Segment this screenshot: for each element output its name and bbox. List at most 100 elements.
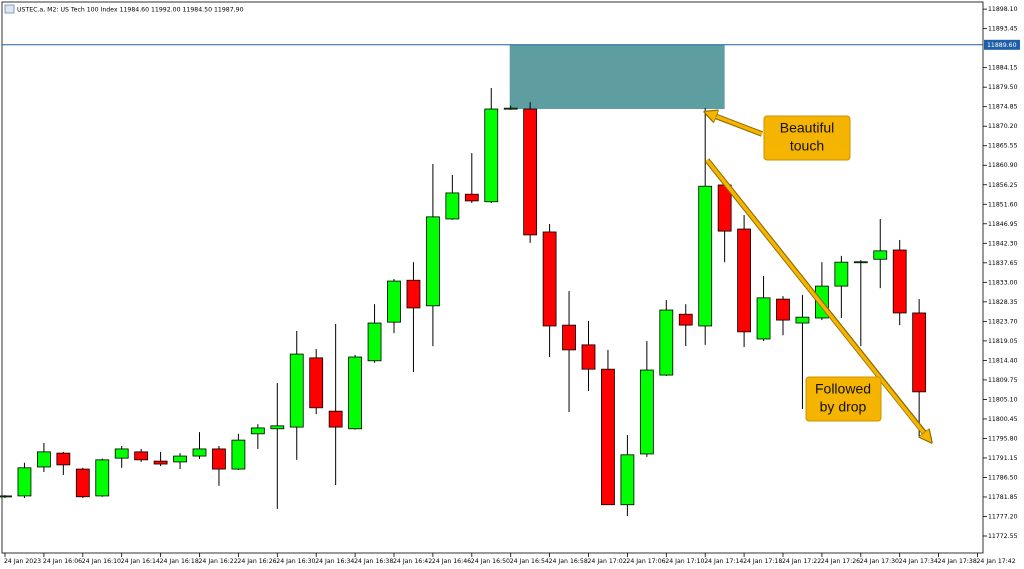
zone <box>509 44 725 110</box>
y-tick-label: 11833.00 <box>988 279 1018 286</box>
symbol-icon <box>4 4 15 14</box>
x-tick-label: 24 Jan 17:22 <box>782 558 821 565</box>
y-tick-label: 11860.90 <box>988 162 1018 169</box>
x-tick-label: 24 Jan 16:10 <box>82 558 121 565</box>
annotation-text: Beautiful <box>780 120 834 136</box>
candle-body <box>270 425 285 430</box>
y-tick-label: 11842.30 <box>988 240 1018 247</box>
candle-body <box>153 460 168 465</box>
x-tick-label: 24 Jan 16:30 <box>276 558 315 565</box>
zone-layer <box>509 44 725 110</box>
candle-body <box>737 228 751 333</box>
candle-body <box>620 454 635 506</box>
annotation-text: Followed <box>815 381 871 397</box>
candle-body <box>406 279 421 309</box>
x-tick-label: 24 Jan 17:10 <box>665 558 704 565</box>
candle-body <box>892 249 907 314</box>
x-tick-label: 24 Jan 17:34 <box>899 558 938 565</box>
candle-body <box>37 451 51 468</box>
candle-body <box>173 455 187 463</box>
x-tick-label: 24 Jan 16:06 <box>43 558 82 565</box>
arrow <box>710 114 763 136</box>
y-tick-label: 11898.10 <box>988 6 1018 13</box>
y-tick-label: 11786.50 <box>988 474 1018 481</box>
candle-body <box>192 448 207 457</box>
y-tick-label: 11851.60 <box>988 201 1018 208</box>
chart-title: USTEC.a, M2: US Tech 100 Index 11984.60 … <box>17 7 244 14</box>
y-tick-label: 11874.85 <box>988 104 1018 111</box>
x-tick-label: 24 Jan 16:14 <box>121 558 160 565</box>
y-tick-label: 11800.45 <box>988 416 1018 423</box>
y-tick-label: 11809.75 <box>988 377 1018 384</box>
y-tick-label: 11772.55 <box>988 533 1018 540</box>
y-tick-label: 11856.25 <box>988 182 1018 189</box>
x-tick-label: 24 Jan 16:50 <box>471 558 510 565</box>
candle-body <box>231 439 246 470</box>
x-tick-label: 24 Jan 16:46 <box>432 558 471 565</box>
candle-body <box>834 261 849 287</box>
annotation-box <box>805 376 882 422</box>
y-tick-label: 11870.20 <box>988 123 1018 130</box>
y-tick-label: 11777.20 <box>988 513 1018 520</box>
y-tick-label: 11823.70 <box>988 318 1018 325</box>
x-tick-label: 24 Jan 16:22 <box>199 558 238 565</box>
annotation-box <box>763 115 851 161</box>
x-tick-label: 24 Jan 16:34 <box>315 558 354 565</box>
candle-body <box>75 468 90 498</box>
candle-body <box>523 108 538 236</box>
candle-body <box>367 322 382 362</box>
candle-body <box>289 353 304 428</box>
x-tick-label: 24 Jan 17:02 <box>588 558 627 565</box>
annotation-text: by drop <box>820 399 867 415</box>
candle-body <box>445 192 460 220</box>
candle-body <box>542 231 557 327</box>
x-tick-label: 24 Jan 17:14 <box>704 558 743 565</box>
x-tick-label: 24 Jan 16:58 <box>549 558 588 565</box>
candle-body <box>581 344 596 370</box>
x-tick-label: 24 Jan 17:38 <box>938 558 977 565</box>
candle-body <box>212 448 226 470</box>
candle-body <box>776 298 790 321</box>
candle-body <box>17 467 32 497</box>
price-label-box <box>984 39 1020 50</box>
candle-body <box>698 185 713 327</box>
candle-body <box>853 261 868 264</box>
x-tick-label: 24 Jan 16:18 <box>160 558 199 565</box>
x-tick-label: 24 Jan 17:06 <box>626 558 665 565</box>
y-tick-label: 11884.15 <box>988 65 1018 72</box>
candle-body <box>562 324 576 351</box>
y-tick-label: 11814.40 <box>988 357 1018 364</box>
x-tick-label: 24 Jan 2023 <box>4 558 41 565</box>
candle-body <box>795 316 810 324</box>
candle-body <box>756 297 771 340</box>
candle-body <box>601 368 615 506</box>
candle-body <box>639 369 654 455</box>
plot-frame <box>1 1 984 554</box>
price-label: 11889.60 <box>987 42 1017 49</box>
y-tick-label: 11879.50 <box>988 84 1018 91</box>
arrow <box>705 158 928 438</box>
candle-body <box>134 451 149 461</box>
candle-body <box>309 357 324 409</box>
candle-body <box>912 312 927 393</box>
y-tick-label: 11837.65 <box>988 260 1018 267</box>
candle-body <box>95 459 110 497</box>
x-tick-label: 24 Jan 17:26 <box>821 558 860 565</box>
y-tick-label: 11795.80 <box>988 435 1018 442</box>
y-tick-label: 11865.55 <box>988 143 1018 150</box>
candle-body <box>425 216 440 307</box>
x-tick-label: 24 Jan 16:54 <box>510 558 549 565</box>
candle-body <box>387 280 401 323</box>
y-tick-label: 11805.10 <box>988 396 1018 403</box>
y-tick-label: 11791.15 <box>988 455 1018 462</box>
annotation-text: touch <box>790 138 824 154</box>
candle-body <box>0 495 12 498</box>
candle-body <box>873 250 888 260</box>
x-tick-label: 24 Jan 17:30 <box>860 558 899 565</box>
x-tick-label: 24 Jan 16:42 <box>393 558 432 565</box>
candle-body <box>484 108 499 203</box>
candles <box>0 88 927 517</box>
candle-body <box>114 448 129 459</box>
